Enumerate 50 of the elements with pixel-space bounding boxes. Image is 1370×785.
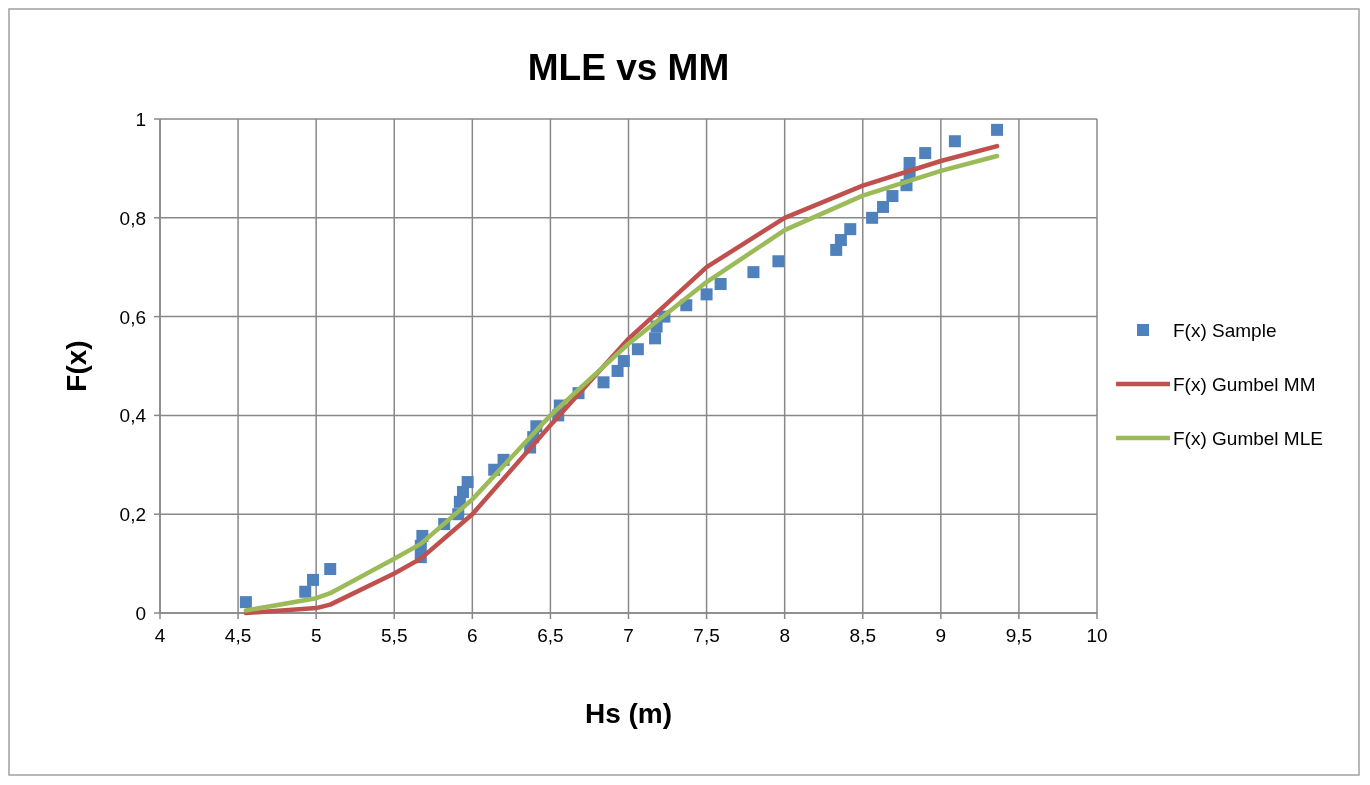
x-tick-label: 6,5	[537, 625, 564, 646]
point	[830, 243, 843, 256]
x-tick-label: 9,5	[1005, 625, 1033, 646]
x-tick-label: 5,5	[381, 625, 408, 646]
x-tick-label: 9	[935, 625, 947, 646]
x-tick-label: 4,5	[224, 625, 252, 646]
point	[866, 211, 879, 224]
x-tick-label: 4	[154, 625, 166, 646]
point	[991, 123, 1004, 136]
point	[714, 278, 727, 290]
y-tick-label: 0,2	[119, 504, 146, 526]
point	[307, 573, 320, 586]
point	[844, 223, 857, 236]
x-tick-label: 10	[1086, 625, 1108, 646]
x-tick-label: 5	[310, 625, 322, 646]
point	[461, 476, 474, 489]
point	[903, 156, 916, 169]
point	[747, 266, 760, 279]
point	[597, 376, 610, 389]
y-tick-label: 0,6	[119, 306, 146, 328]
x-tick-label: 8	[779, 625, 790, 646]
point	[324, 563, 337, 576]
x-tick-label: 8,5	[849, 625, 876, 646]
x-axis-title: Hs (m)	[584, 698, 673, 729]
x-tick-label: 7	[623, 625, 634, 646]
point	[239, 596, 252, 609]
point	[456, 485, 469, 498]
point	[948, 135, 961, 148]
point	[649, 332, 662, 345]
point	[834, 234, 847, 247]
legend-label: F(x) Gumbel MM	[1173, 374, 1316, 395]
point	[611, 364, 624, 377]
point	[877, 200, 890, 213]
point	[919, 147, 932, 160]
y-tick-label: 0,4	[119, 405, 147, 427]
x-tick-label: 6	[467, 625, 478, 646]
y-tick-label: 0	[135, 603, 146, 624]
point	[631, 343, 644, 356]
point	[772, 255, 785, 268]
point	[617, 355, 630, 368]
y-axis-title: F(x)	[61, 340, 92, 392]
chart-title: MLE vs MM	[527, 47, 730, 88]
point	[700, 288, 713, 301]
point	[299, 585, 312, 598]
legend-label: F(x) Gumbel MLE	[1173, 428, 1323, 449]
point	[886, 190, 899, 203]
legend-label: F(x) Sample	[1173, 320, 1277, 341]
y-tick-label: 0,8	[119, 207, 146, 229]
y-tick-label: 1	[135, 109, 146, 130]
x-tick-label: 7,5	[693, 625, 720, 646]
